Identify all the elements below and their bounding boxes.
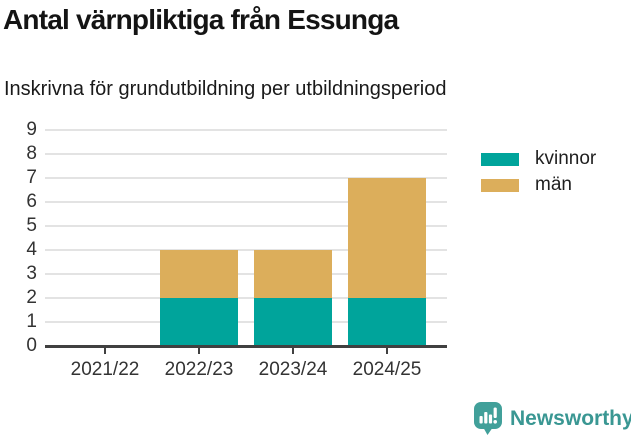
gridline-1 xyxy=(45,321,447,323)
y-tick-label-2: 2 xyxy=(26,287,37,308)
y-tick-label-8: 8 xyxy=(26,143,37,164)
y-tick-label-3: 3 xyxy=(26,263,37,284)
y-tick-label-1: 1 xyxy=(26,311,37,332)
bar-segment-män-2023/24 xyxy=(254,250,332,298)
x-tick-2021/22 xyxy=(104,348,106,354)
x-tick-label-2022/23: 2022/23 xyxy=(164,359,234,380)
gridline-7 xyxy=(45,177,447,179)
gridline-6 xyxy=(45,201,447,203)
legend: kvinnor män xyxy=(481,146,596,198)
plot-area xyxy=(45,129,447,346)
legend-item-man: män xyxy=(481,172,596,198)
y-tick-label-6: 6 xyxy=(26,191,37,212)
x-tick-2024/25 xyxy=(386,348,388,354)
x-tick-label-2024/25: 2024/25 xyxy=(352,359,422,380)
bar-segment-kvinnor-2023/24 xyxy=(254,298,332,346)
bar-segment-män-2022/23 xyxy=(160,250,238,298)
chart-title: Antal värnpliktiga från Essunga xyxy=(3,4,399,35)
legend-swatch-man xyxy=(481,178,519,192)
bar-segment-kvinnor-2022/23 xyxy=(160,298,238,346)
x-axis-line xyxy=(45,345,447,348)
chart-subtitle: Inskrivna för grundutbildning per utbild… xyxy=(4,78,447,100)
y-tick-label-5: 5 xyxy=(26,215,37,236)
gridline-8 xyxy=(45,153,447,155)
brand-footer: Newsworthy xyxy=(473,401,631,436)
y-tick-label-0: 0 xyxy=(26,335,37,356)
legend-label-man: män xyxy=(535,174,572,195)
legend-item-kvinnor: kvinnor xyxy=(481,146,596,172)
brand-name: Newsworthy xyxy=(510,406,631,430)
newsworthy-logo-icon xyxy=(474,402,502,435)
y-tick-label-9: 9 xyxy=(26,119,37,140)
x-tick-label-2021/22: 2021/22 xyxy=(70,359,140,380)
legend-swatch-kvinnor xyxy=(481,152,519,166)
x-tick-2022/23 xyxy=(198,348,200,354)
bar-segment-män-2024/25 xyxy=(348,178,426,298)
gridline-5 xyxy=(45,225,447,227)
legend-label-kvinnor: kvinnor xyxy=(535,148,597,169)
y-tick-label-4: 4 xyxy=(26,239,37,260)
gridline-2 xyxy=(45,297,447,299)
bar-segment-kvinnor-2024/25 xyxy=(348,298,426,346)
gridline-9 xyxy=(45,129,447,131)
x-tick-label-2023/24: 2023/24 xyxy=(258,359,328,380)
gridline-3 xyxy=(45,273,447,275)
x-tick-2023/24 xyxy=(292,348,294,354)
y-tick-label-7: 7 xyxy=(26,167,37,188)
gridline-4 xyxy=(45,249,447,251)
